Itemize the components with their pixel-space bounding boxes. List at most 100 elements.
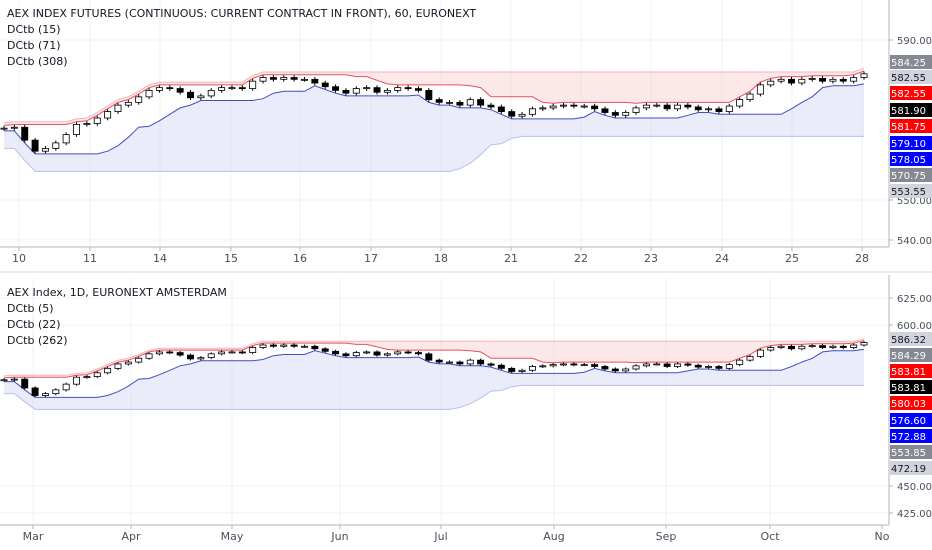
top-candle-body bbox=[549, 105, 557, 109]
bottom-candle-body bbox=[62, 383, 70, 391]
bottom-candle-body bbox=[850, 344, 858, 348]
top-price-label-bg-6 bbox=[890, 152, 932, 166]
top-candle-body bbox=[860, 73, 868, 78]
bottom-xtick-label-7: Oct bbox=[760, 530, 780, 543]
top-candle-body bbox=[342, 89, 350, 94]
top-candle-body bbox=[207, 89, 215, 97]
bottom-x-ticks: Mar Apr May Jun Jul Aug Sep Oct No bbox=[23, 525, 890, 543]
bottom-candle-body bbox=[570, 363, 578, 366]
bottom-candle-body bbox=[104, 367, 112, 374]
bottom-price-label-2: 583.81 bbox=[891, 367, 926, 378]
bottom-upper-long-band bbox=[3, 338, 865, 377]
bottom-candle-body bbox=[21, 378, 29, 389]
bottom-candle-body bbox=[311, 345, 319, 350]
top-indicator-1[interactable]: DCtb (15) bbox=[7, 23, 61, 36]
top-candle-body bbox=[373, 87, 381, 93]
bottom-indicator-1[interactable]: DCtb (5) bbox=[7, 302, 54, 315]
bottom-candle-body bbox=[549, 364, 557, 367]
bottom-candle-body bbox=[539, 365, 547, 368]
top-lower-long-band bbox=[4, 135, 864, 172]
bottom-candle-body bbox=[477, 359, 485, 365]
bottom-candle-body bbox=[259, 344, 267, 348]
top-candle-body bbox=[560, 104, 567, 107]
bottom-candle-body bbox=[332, 350, 340, 355]
top-candle-body bbox=[746, 93, 754, 101]
top-candle-body bbox=[31, 139, 39, 152]
bottom-candle-body bbox=[114, 363, 122, 369]
bottom-price-label-bg-7 bbox=[890, 445, 932, 459]
bottom-ytick-label-2: 450.00 bbox=[897, 482, 932, 493]
bottom-candle-body bbox=[363, 351, 371, 354]
bottom-candle-body bbox=[73, 376, 81, 385]
top-candle-body bbox=[715, 108, 723, 112]
bottom-indicator-2[interactable]: DCtb (22) bbox=[7, 318, 61, 331]
top-indicator-3[interactable]: DCtb (308) bbox=[7, 55, 68, 68]
top-candle-body bbox=[839, 78, 847, 82]
bottom-xtick-label-0: Mar bbox=[23, 530, 44, 543]
bottom-indicator-3[interactable]: DCtb (262) bbox=[7, 334, 68, 347]
top-candle-body bbox=[787, 78, 795, 84]
bottom-price-label-bg-0 bbox=[890, 332, 932, 346]
top-candle-body bbox=[653, 104, 661, 107]
top-price-label-bg-5 bbox=[890, 136, 932, 150]
bottom-candle-body bbox=[10, 378, 18, 381]
top-price-label-bg-0 bbox=[890, 55, 932, 69]
bottom-candle-body bbox=[560, 363, 567, 366]
bottom-xtick-label-3: Jun bbox=[330, 530, 348, 543]
bottom-xtick-label-6: Sep bbox=[656, 530, 677, 543]
top-price-label-0: 584.25 bbox=[891, 58, 926, 69]
top-candle-body bbox=[10, 126, 18, 129]
bottom-candle-body bbox=[497, 364, 505, 369]
bottom-candle-body bbox=[41, 393, 49, 396]
bottom-price-label-0: 586.32 bbox=[891, 335, 926, 346]
top-candle-body bbox=[228, 87, 236, 90]
bottom-ytick-label-1: 600.00 bbox=[897, 321, 932, 332]
top-candles bbox=[0, 71, 868, 154]
top-price-label-6: 578.05 bbox=[891, 155, 926, 166]
top-candle-body bbox=[197, 95, 205, 99]
top-candle-body bbox=[249, 80, 257, 89]
top-candle-body bbox=[176, 88, 184, 93]
bottom-candle-body bbox=[684, 363, 692, 366]
bottom-lower-long-band bbox=[4, 384, 864, 410]
bottom-candle-body bbox=[352, 352, 360, 357]
bottom-price-label-1: 584.29 bbox=[891, 351, 926, 362]
top-price-label-bg-2 bbox=[890, 86, 932, 100]
top-candle-body bbox=[135, 96, 143, 103]
top-xtick-label-11: 25 bbox=[785, 252, 799, 265]
top-candle-body bbox=[155, 87, 163, 91]
top-xtick-label-4: 16 bbox=[293, 252, 307, 265]
top-candle-body bbox=[601, 108, 609, 113]
bottom-grid bbox=[0, 279, 889, 525]
bottom-price-label-7: 553.85 bbox=[891, 448, 926, 459]
bottom-xtick-label-8: No bbox=[875, 530, 890, 543]
top-legend[interactable]: AEX INDEX FUTURES (CONTINUOUS: CURRENT C… bbox=[7, 6, 476, 70]
top-candle-body bbox=[591, 105, 599, 110]
bottom-candle-body bbox=[767, 347, 775, 351]
top-candle-body bbox=[218, 87, 226, 91]
top-candle-body bbox=[73, 124, 81, 136]
top-candle-body bbox=[414, 88, 422, 91]
bottom-candle-body bbox=[197, 357, 205, 360]
bottom-candle-body bbox=[31, 387, 39, 396]
top-candle-body bbox=[694, 106, 702, 111]
top-candle-body bbox=[456, 101, 464, 106]
bottom-candle-body bbox=[487, 363, 495, 366]
top-candle-body bbox=[259, 77, 267, 82]
top-candle-body bbox=[674, 104, 681, 110]
bottom-chart-title: AEX Index, 1D, EURONEXT AMSTERDAM bbox=[7, 286, 227, 299]
bottom-candle-body bbox=[798, 345, 806, 350]
top-price-label-bg-1 bbox=[890, 70, 932, 84]
bottom-legend[interactable]: AEX Index, 1D, EURONEXT AMSTERDAM DCtb (… bbox=[7, 285, 227, 349]
bottom-candle-body bbox=[705, 366, 713, 368]
bottom-candle-body bbox=[321, 348, 329, 352]
top-candle-body bbox=[238, 87, 246, 90]
top-indicator-2[interactable]: DCtb (71) bbox=[7, 39, 61, 52]
top-candle-body bbox=[332, 86, 340, 91]
top-candle-body bbox=[93, 117, 101, 124]
bottom-price-label-6: 572.88 bbox=[891, 432, 926, 443]
bottom-candle-body bbox=[674, 363, 681, 367]
top-candle-body bbox=[487, 104, 495, 108]
top-xtick-label-2: 14 bbox=[153, 252, 167, 265]
